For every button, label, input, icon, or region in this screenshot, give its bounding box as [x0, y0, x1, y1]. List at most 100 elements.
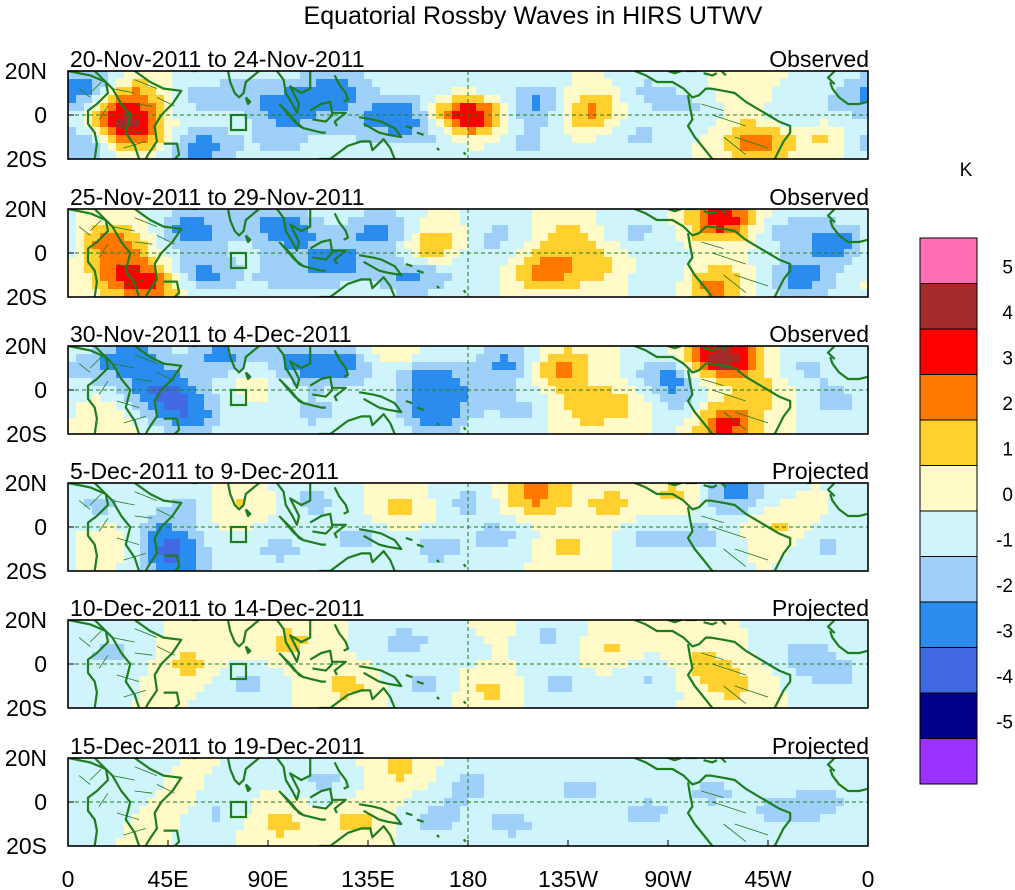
grid-cell [164, 87, 173, 96]
grid-cell [140, 531, 149, 540]
grid-cell [412, 135, 421, 144]
grid-cell [436, 426, 445, 434]
grid-cell [340, 257, 349, 266]
grid-cell [196, 95, 205, 104]
grid-cell [540, 151, 549, 159]
grid-cell [492, 402, 501, 411]
grid-cell [204, 531, 213, 540]
grid-cell [284, 394, 293, 403]
grid-cell [604, 346, 613, 355]
grid-cell [420, 217, 429, 226]
grid-cell [820, 636, 829, 645]
grid-cell [500, 402, 509, 411]
grid-cell [580, 539, 589, 548]
grid-cell [404, 539, 413, 548]
grid-cell [660, 636, 669, 645]
grid-cell [836, 491, 845, 500]
grid-cell [524, 135, 533, 144]
grid-cell [532, 233, 541, 242]
grid-cell [164, 491, 173, 500]
grid-cell [68, 620, 77, 629]
grid-cell [548, 491, 557, 500]
grid-cell [308, 273, 317, 282]
grid-cell [100, 95, 109, 104]
grid-cell [412, 249, 421, 258]
grid-cell [156, 241, 165, 250]
grid-cell [564, 281, 573, 290]
grid-cell [404, 127, 413, 136]
grid-cell [212, 563, 221, 571]
grid-cell [532, 531, 541, 540]
grid-cell [428, 354, 437, 363]
grid-cell [380, 209, 389, 218]
grid-cell [772, 628, 781, 637]
grid-cell [396, 531, 405, 540]
grid-cell [172, 71, 181, 80]
grid-cell [436, 563, 445, 571]
grid-cell [740, 71, 749, 80]
grid-cell [548, 354, 557, 363]
grid-cell [180, 79, 189, 88]
grid-cell [364, 523, 373, 532]
grid-cell [572, 555, 581, 564]
grid-cell [476, 79, 485, 88]
grid-cell [132, 362, 141, 371]
grid-cell [452, 515, 461, 524]
grid-cell [468, 249, 477, 258]
grid-cell [404, 628, 413, 637]
grid-cell [636, 209, 645, 218]
grid-cell [852, 111, 861, 120]
grid-cell [484, 362, 493, 371]
grid-cell [844, 378, 853, 387]
grid-cell [428, 119, 437, 128]
grid-cell [564, 289, 573, 297]
grid-cell [604, 87, 613, 96]
grid-cell [628, 515, 637, 524]
grid-cell [428, 209, 437, 218]
grid-cell [292, 209, 301, 218]
grid-cell [164, 410, 173, 419]
grid-cell [436, 531, 445, 540]
grid-cell [556, 257, 565, 266]
grid-cell [820, 151, 829, 159]
grid-cell [756, 499, 765, 508]
grid-cell [708, 233, 717, 242]
grid-cell [532, 281, 541, 290]
grid-cell [772, 378, 781, 387]
grid-cell [548, 563, 557, 571]
grid-cell [532, 483, 541, 492]
grid-cell [76, 281, 85, 290]
grid-cell [540, 127, 549, 136]
grid-cell [772, 103, 781, 112]
grid-cell [580, 249, 589, 258]
grid-cell [788, 362, 797, 371]
grid-cell [196, 628, 205, 637]
grid-cell [340, 628, 349, 637]
grid-cell [396, 547, 405, 556]
grid-cell [372, 644, 381, 653]
grid-cell [684, 547, 693, 556]
grid-cell [580, 135, 589, 144]
grid-cell [428, 394, 437, 403]
grid-cell [508, 620, 517, 629]
grid-cell [180, 555, 189, 564]
grid-cell [324, 515, 333, 524]
grid-cell [148, 636, 157, 645]
grid-cell [372, 499, 381, 508]
grid-cell [84, 515, 93, 524]
grid-cell [188, 71, 197, 80]
grid-cell [540, 483, 549, 492]
grid-cell [188, 378, 197, 387]
grid-cell [652, 547, 661, 556]
grid-cell [788, 257, 797, 266]
grid-cell [172, 127, 181, 136]
grid-cell [620, 119, 629, 128]
grid-cell [804, 103, 813, 112]
grid-cell [156, 620, 165, 629]
grid-cell [740, 273, 749, 282]
grid-cell [620, 563, 629, 571]
grid-cell [412, 563, 421, 571]
grid-cell [316, 233, 325, 242]
grid-cell [84, 628, 93, 637]
grid-cell [476, 209, 485, 218]
